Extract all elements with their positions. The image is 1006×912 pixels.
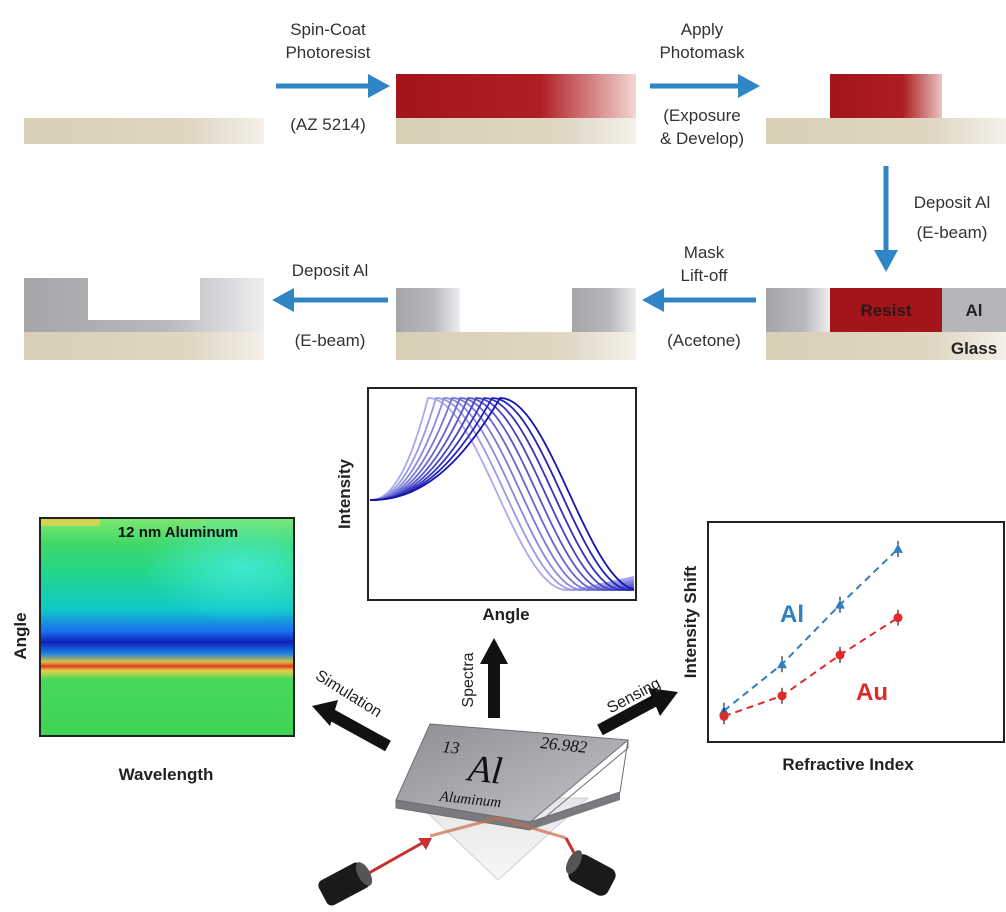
incident-beam — [359, 840, 425, 880]
detector-icon — [565, 850, 616, 896]
sensing-marks — [719, 540, 903, 725]
patterned-resist — [830, 74, 942, 118]
data-point-Al-2 — [777, 659, 787, 669]
map-title: 12 nm Aluminum — [118, 524, 238, 541]
map-frame — [39, 517, 295, 737]
beam-in-prism — [429, 816, 499, 838]
step1-line1: Spin-Coat — [290, 20, 366, 39]
simulation-map: 12 nm Aluminum Angle Wavelength — [11, 517, 295, 784]
stage-6-final-structure — [24, 278, 264, 360]
step5-note: (E-beam) — [295, 331, 366, 350]
spectra-curves — [369, 397, 635, 591]
glass-substrate — [396, 118, 636, 144]
spectra-curve-1 — [369, 397, 635, 591]
step2-note1: (Exposure — [663, 106, 740, 125]
arrow-spin-coat: Spin-Coat Photoresist (AZ 5214) — [276, 20, 390, 134]
colormap-glow — [40, 518, 294, 658]
spectra-curve-6 — [370, 397, 635, 591]
legend-au: Au — [856, 679, 888, 706]
step4-line1: Mask — [684, 243, 725, 262]
colormap-fringe — [40, 518, 100, 526]
al-pad-left — [396, 288, 460, 332]
glass-substrate — [396, 332, 636, 360]
element-symbol: Al — [463, 747, 504, 793]
arrow-spectra: Spectra — [460, 638, 508, 718]
element-name: Aluminum — [438, 789, 502, 811]
plot-frame — [707, 521, 1005, 743]
spectra-curve-5 — [370, 397, 635, 591]
step4-line2: Lift-off — [681, 266, 728, 285]
photoresist-layer — [396, 74, 636, 118]
sensor-assembly: 13 26.982 Al Aluminum — [395, 723, 630, 881]
al-film-profile — [24, 278, 264, 332]
step2-line1: Apply — [681, 20, 724, 39]
step5-line1: Deposit Al — [292, 261, 369, 280]
spectra-curve-9 — [370, 397, 634, 591]
map-ylabel: Angle — [11, 612, 30, 659]
al-layer-right — [942, 288, 1006, 332]
arrow-deposit-al-2: Deposit Al (E-beam) — [272, 261, 388, 350]
spectra-ylabel: Intensity — [335, 459, 354, 529]
spectra-plot: Intensity Angle — [335, 387, 637, 624]
resist-block — [830, 288, 942, 332]
al-layer — [766, 288, 830, 332]
stage-1-substrate — [24, 118, 264, 144]
glass-substrate — [24, 118, 264, 144]
arrow-simulation: Simulation — [312, 667, 391, 752]
step4-note: (Acetone) — [667, 331, 741, 350]
data-point-Au-4 — [893, 613, 903, 623]
step3-line1: Deposit Al — [914, 193, 991, 212]
stage-2-resist-coated — [396, 74, 636, 144]
stage-4-al-deposited: Resist Al Glass — [766, 288, 1006, 360]
laser-source-icon — [318, 862, 373, 906]
sensing-xlabel: Refractive Index — [782, 755, 914, 774]
stage-5-lifted-off — [396, 288, 636, 360]
al-label: Al — [966, 301, 983, 320]
arrow-deposit-al-down: Deposit Al (E-beam) — [874, 166, 990, 272]
beam-reflected — [497, 816, 567, 840]
data-point-Al-3 — [835, 599, 845, 609]
step2-note2: & Develop) — [660, 129, 744, 148]
arrow-sensing: Sensing — [597, 675, 678, 736]
spectra-curve-10 — [370, 397, 635, 591]
step1-line2: Photoresist — [285, 43, 370, 62]
legend-al: Al — [780, 601, 804, 628]
sensing-ylabel: Intensity Shift — [681, 565, 700, 678]
glass-substrate — [24, 332, 264, 360]
step3-line2: (E-beam) — [917, 223, 988, 242]
series-line-Al — [723, 548, 899, 712]
glass-label: Glass — [951, 339, 997, 358]
arrow-lift-off: Mask Lift-off (Acetone) — [642, 243, 756, 350]
spectra-curve-4 — [370, 397, 635, 591]
data-point-Al-4 — [893, 543, 903, 553]
resist-label: Resist — [860, 301, 911, 320]
glass-substrate — [766, 332, 1006, 360]
atomic-mass: 26.982 — [540, 733, 589, 757]
arrow-spectra-label: Spectra — [460, 652, 477, 707]
data-point-Au-1 — [719, 711, 729, 721]
al-pad-right — [572, 288, 636, 332]
arrow-photomask: Apply Photomask (Exposure & Develop) — [650, 20, 760, 148]
spectra-xlabel: Angle — [482, 605, 529, 624]
data-point-Au-2 — [777, 691, 787, 701]
spectra-curve-7 — [370, 397, 635, 591]
map-xlabel: Wavelength — [119, 765, 214, 784]
data-point-Au-3 — [835, 650, 845, 660]
series-line-Au — [723, 616, 899, 718]
step2-line2: Photomask — [659, 43, 745, 62]
spectra-curve-8 — [370, 397, 635, 591]
atomic-number: 13 — [442, 737, 461, 758]
step1-note: (AZ 5214) — [290, 115, 366, 134]
sensing-plot: Al Au Intensity Shift Refractive Index — [681, 521, 1005, 774]
glass-substrate — [766, 118, 1006, 144]
plot-frame — [367, 387, 637, 601]
stage-3-patterned-resist — [766, 74, 1006, 144]
